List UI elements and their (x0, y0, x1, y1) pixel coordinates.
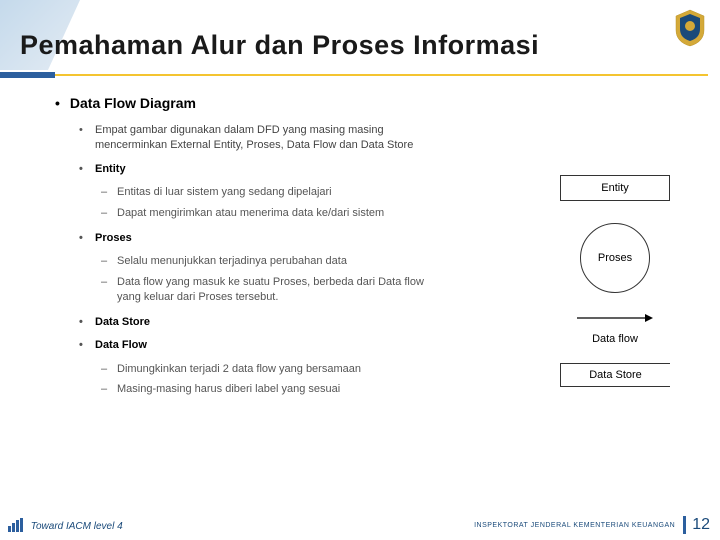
footer-org: INSPEKTORAT JENDERAL KEMENTERIAN KEUANGA… (474, 522, 675, 529)
footer-tagline: Toward IACM level 4 (8, 518, 123, 532)
slide-footer: Toward IACM level 4 INSPEKTORAT JENDERAL… (0, 514, 720, 534)
title-underline (0, 72, 720, 76)
symbol-dataflow-arrow (560, 311, 670, 329)
footer-page-bar (683, 516, 686, 534)
content-area: Data Flow Diagram Empat gambar digunakan… (55, 95, 700, 500)
footer-tagline-text: Toward IACM level 4 (31, 521, 123, 532)
symbol-entity: Entity (560, 175, 670, 201)
dfd-symbols-column: Entity Proses Data flow Data Store (560, 175, 670, 387)
symbol-proses: Proses (580, 223, 650, 293)
main-heading: Data Flow Diagram (55, 95, 700, 111)
bullet-intro: Empat gambar digunakan dalam DFD yang ma… (79, 123, 439, 154)
slide-title: Pemahaman Alur dan Proses Informasi (20, 30, 539, 61)
footer-page-number: 12 (692, 516, 710, 534)
symbol-dataflow-label: Data flow (560, 333, 670, 345)
bullet-proses-2: Data flow yang masuk ke suatu Proses, be… (101, 275, 431, 305)
symbol-datastore: Data Store (560, 363, 670, 387)
ministry-logo (672, 8, 708, 48)
